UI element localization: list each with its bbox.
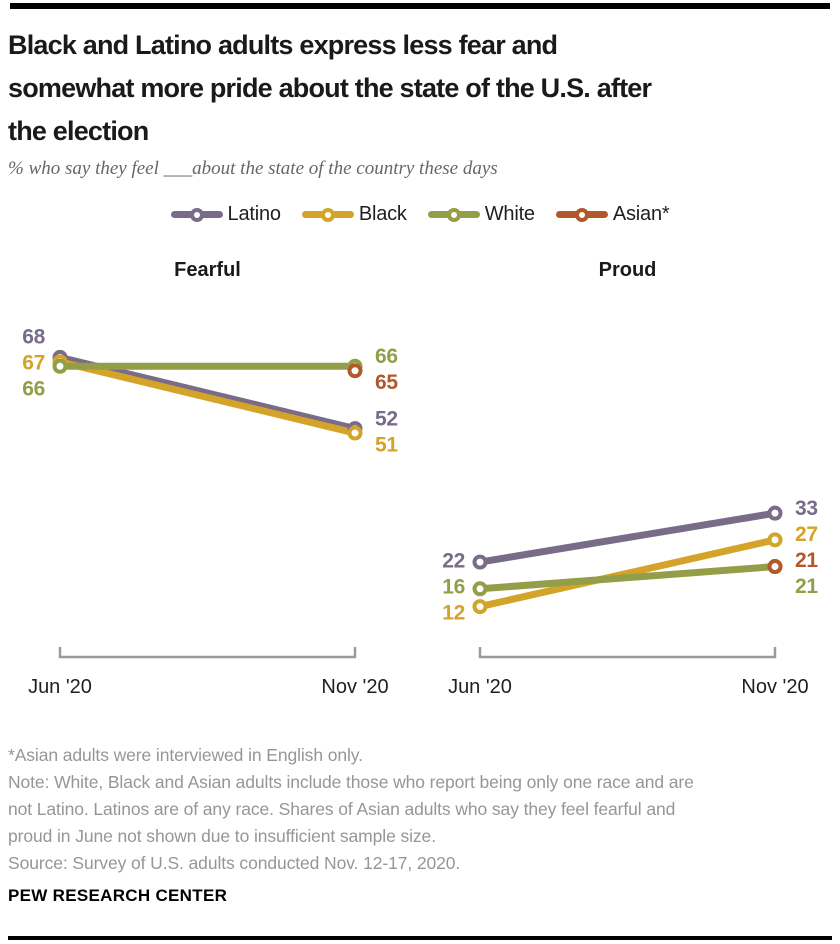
legend-item-white: White — [427, 203, 535, 226]
x-tick-label-nov: Nov '20 — [321, 676, 388, 698]
chart-panel-proud: Proud Jun '20 Nov '20 22 16 12 33 27 21 21 — [442, 259, 818, 698]
value-label-latino: 68 — [22, 325, 45, 348]
value-label-white: 66 — [375, 345, 398, 368]
charts-row: Fearful Jun '20 Nov '20 68 67 66 66 65 52 51 Prou… — [0, 250, 840, 710]
series-line-white — [479, 563, 776, 593]
legend-label: Latino — [227, 203, 281, 225]
data-point-black — [472, 599, 488, 615]
series-line-black — [59, 358, 356, 437]
series-line-black — [479, 536, 776, 611]
value-label-asian: 21 — [795, 549, 818, 572]
value-label-latino: 33 — [795, 497, 818, 520]
value-label-asian: 65 — [375, 371, 398, 394]
x-tick-label-nov: Nov '20 — [741, 676, 808, 698]
series-line-latino — [479, 509, 776, 566]
legend-item-black: Black — [301, 203, 407, 226]
title-line-2: somewhat more pride about the state of t… — [8, 73, 652, 103]
data-point-latino — [767, 505, 783, 521]
footnote-note-line-1: Note: White, Black and Asian adults incl… — [8, 772, 694, 792]
legend-ring-icon — [446, 207, 461, 222]
value-label-black: 67 — [22, 351, 45, 374]
x-axis — [58, 647, 357, 659]
footnote-asterisk: *Asian adults were interviewed in Englis… — [8, 745, 363, 765]
value-label-black: 27 — [795, 523, 818, 546]
legend-ring-icon — [320, 207, 335, 222]
footnote-source: Source: Survey of U.S. adults conducted … — [8, 853, 461, 873]
legend-item-latino: Latino — [170, 203, 281, 226]
value-label-white: 66 — [22, 377, 45, 400]
value-label-white: 16 — [442, 575, 465, 598]
data-point-black — [767, 532, 783, 548]
data-point-asian — [767, 559, 783, 575]
value-label-black: 12 — [442, 601, 465, 624]
x-tick-label-jun: Jun '20 — [28, 676, 92, 698]
legend-item-asian: Asian* — [555, 203, 670, 226]
data-point-latino — [472, 554, 488, 570]
data-point-asian — [347, 363, 363, 379]
footnote-note-line-3: proud in June not shown due to insuffici… — [8, 826, 436, 846]
x-tick-label-jun: Jun '20 — [448, 676, 512, 698]
legend-line-marker-icon — [555, 207, 608, 222]
brand-pew-research-center: PEW RESEARCH CENTER — [8, 886, 228, 905]
legend-ring-icon — [574, 207, 589, 222]
x-axis — [478, 647, 777, 659]
footnotes: *Asian adults were interviewed in Englis… — [8, 742, 832, 877]
legend-label: White — [484, 203, 535, 225]
title-line-1: Black and Latino adults express less fea… — [8, 30, 558, 60]
bottom-border-rule — [8, 936, 832, 940]
panel-title: Proud — [599, 259, 657, 281]
value-label-white: 21 — [795, 575, 818, 598]
top-border-rule — [10, 3, 830, 9]
data-point-white — [52, 358, 68, 374]
value-label-latino: 22 — [442, 549, 465, 572]
legend-line-marker-icon — [301, 207, 354, 222]
data-point-white — [472, 581, 488, 597]
value-label-black: 51 — [375, 433, 398, 456]
data-point-black — [347, 425, 363, 441]
footnote-note-line-2: not Latino. Latinos are of any race. Sha… — [8, 799, 676, 819]
legend-line-marker-icon — [170, 207, 223, 222]
title-line-3: the election — [8, 116, 149, 146]
legend-line-marker-icon — [427, 207, 480, 222]
chart-subtitle: % who say they feel ___about the state o… — [8, 158, 498, 179]
panel-title: Fearful — [174, 259, 241, 281]
legend-ring-icon — [189, 207, 204, 222]
legend-label: Asian* — [612, 203, 670, 225]
chart-title: Black and Latino adults express less fea… — [8, 24, 828, 153]
value-label-latino: 52 — [375, 407, 398, 430]
chart-panel-fearful: Fearful Jun '20 Nov '20 68 67 66 66 65 52 51 — [22, 259, 398, 698]
legend-label: Black — [358, 203, 407, 225]
legend: Latino Black White Asian* — [0, 203, 840, 226]
